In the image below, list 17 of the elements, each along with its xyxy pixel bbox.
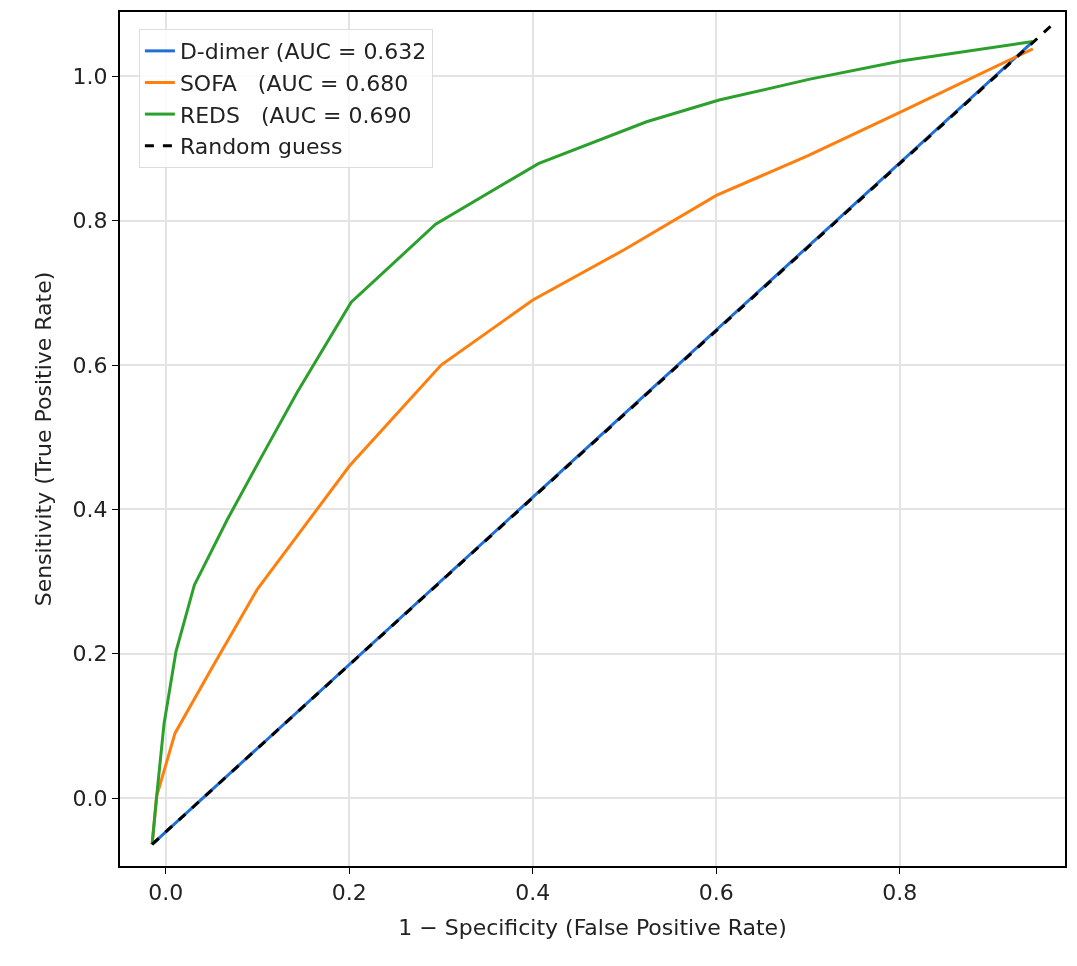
x-tick-label: 0.0 xyxy=(148,880,184,906)
y-tick-label: 0.2 xyxy=(72,641,108,667)
y-tick-label: 0.0 xyxy=(72,785,108,811)
y-tick-label: 0.4 xyxy=(72,497,108,523)
x-tick-label: 0.4 xyxy=(515,880,551,906)
legend-label: D-dimer (AUC = 0.632 xyxy=(179,39,427,65)
y-axis-title: Sensitivity (True Positive Rate) xyxy=(30,271,56,607)
legend-label: SOFA (AUC = 0.680 xyxy=(179,71,409,97)
y-tick-label: 1.0 xyxy=(72,63,108,89)
x-tick-label: 0.6 xyxy=(698,880,734,906)
y-tick-label: 0.6 xyxy=(72,352,108,378)
legend-label: REDS (AUC = 0.690 xyxy=(179,102,412,128)
legend-label: Random guess xyxy=(179,134,343,160)
x-tick-label: 0.8 xyxy=(882,880,918,906)
x-tick-label: 0.2 xyxy=(331,880,367,906)
x-axis-title: 1 − Specificity (False Positive Rate) xyxy=(398,914,787,940)
y-tick-label: 0.8 xyxy=(72,208,108,234)
